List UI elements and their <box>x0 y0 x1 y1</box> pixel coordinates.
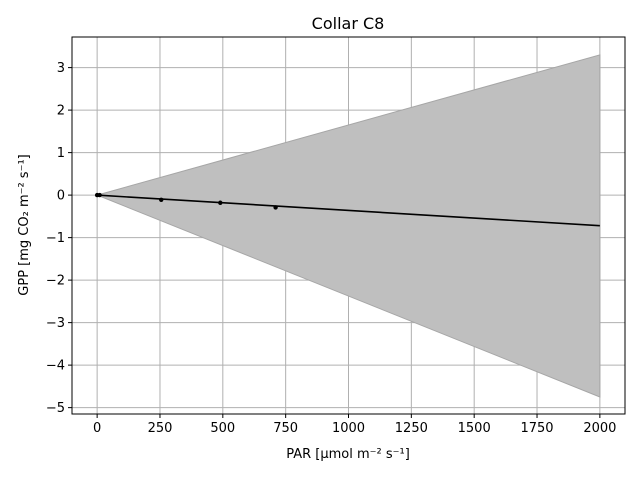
confidence-band-layer <box>95 54 601 398</box>
x-tick-label: 1250 <box>395 421 428 436</box>
fit-line-layer <box>97 194 600 227</box>
x-tick-label: 0 <box>93 421 101 436</box>
data-point <box>97 192 102 198</box>
y-tick-label: 3 <box>57 61 65 76</box>
y-tick-label: −2 <box>46 274 65 289</box>
y-tick-label: −4 <box>46 359 65 374</box>
y-tick-label: −3 <box>46 316 65 331</box>
x-tick-label: 500 <box>210 421 235 436</box>
y-tick-label: 1 <box>57 146 65 161</box>
chart-title: Collar C8 <box>312 14 385 33</box>
y-tick-label: −1 <box>46 231 65 246</box>
x-tick-label: 250 <box>148 421 173 436</box>
y-tick-label: 0 <box>57 189 65 204</box>
fit-line <box>97 194 600 227</box>
y-tick-label: 2 <box>57 104 65 119</box>
data-point <box>159 197 164 202</box>
y-ticks: 3 2 1 0 −1 −2 −3 −4 −5 <box>46 61 72 416</box>
plot-area: 0 250 500 750 1000 1250 1500 1750 2000 3 2 1 0 −1 −2 −… <box>46 36 626 436</box>
data-point <box>273 205 278 210</box>
data-point <box>218 200 223 205</box>
x-tick-label: 750 <box>273 421 298 436</box>
x-axis-label: PAR [μmol m⁻² s⁻¹] <box>286 447 410 462</box>
confidence-band <box>95 54 601 398</box>
x-tick-label: 1000 <box>332 421 365 436</box>
x-tick-label: 1750 <box>520 421 553 436</box>
data-points-layer <box>94 192 278 210</box>
x-tick-label: 1500 <box>458 421 491 436</box>
x-ticks: 0 250 500 750 1000 1250 1500 1750 2000 <box>93 414 616 436</box>
y-axis-label: GPP [mg CO₂ m⁻² s⁻¹] <box>17 154 32 295</box>
x-tick-label: 2000 <box>583 421 616 436</box>
y-tick-label: −5 <box>46 401 65 416</box>
